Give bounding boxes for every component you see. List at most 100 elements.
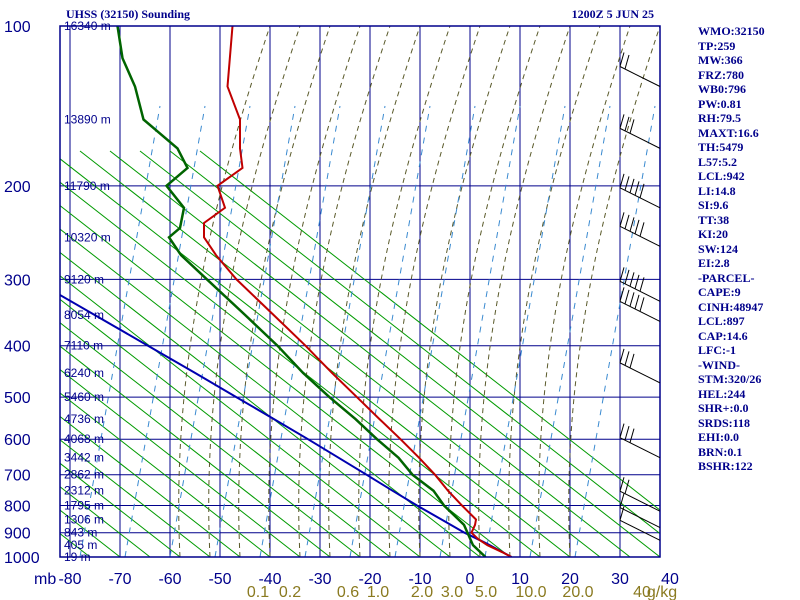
mixing-ratio-line: [484, 105, 566, 557]
height-label: 10320 m: [64, 230, 111, 244]
dewpoint-trace: [116, 26, 487, 557]
height-label: 7110 m: [64, 339, 103, 353]
mixing-ratio-label: 20.0: [562, 584, 593, 600]
height-label: 19 m: [64, 550, 91, 564]
wind-barb: [619, 506, 661, 541]
dry-adiabat: [60, 322, 361, 557]
index-panel: WMO:32150 TP:259 MW:366 FRZ:780 WB0:796 PW:0.…: [698, 24, 798, 474]
index-line: TP:259: [698, 38, 736, 53]
pressure-label: 1000: [4, 550, 40, 567]
wind-barb: [619, 114, 661, 149]
mixing-ratio-line: [259, 105, 341, 557]
moist-adiabat: [568, 26, 660, 557]
mixing-ratio-label: 10.0: [515, 584, 546, 600]
wind-barb: [619, 287, 661, 322]
dry-adiabat: [60, 392, 271, 557]
index-line: RH:79.5: [698, 111, 741, 125]
height-label: 13890 m: [64, 113, 111, 127]
mixing-ratio-line: [304, 105, 386, 557]
index-line: EI:2.8: [698, 256, 730, 270]
temperature-tick-label: 0: [466, 571, 475, 588]
index-line: LCL:942: [698, 169, 745, 183]
dry-adiabat: [169, 150, 660, 535]
mixing-ratio-line: [169, 105, 251, 557]
temperature-tick-label: 10: [511, 571, 529, 588]
pressure-unit-label: mb: [34, 571, 56, 588]
moist-adiabat: [298, 26, 391, 557]
temperature-tick-label: 30: [611, 571, 629, 588]
mixing-ratio-label: 40: [633, 584, 651, 600]
dry-adiabat: [109, 150, 631, 557]
temperature-tick-label: -30: [308, 571, 331, 588]
moist-adiabat: [268, 26, 361, 557]
mixing-ratio-line: [394, 105, 476, 557]
moist-adiabat: [238, 26, 331, 557]
height-label: 11790 m: [64, 179, 110, 193]
dry-adiabat: [139, 150, 660, 557]
index-line: TH:5479: [698, 140, 744, 154]
moist-adiabat: [178, 26, 271, 557]
moist-adiabat: [358, 26, 451, 557]
moist-adiabat: [448, 26, 541, 557]
index-line: SRDS:118: [698, 415, 751, 430]
dry-adiabat: [60, 251, 451, 557]
height-label: 8054 m: [64, 308, 104, 322]
valid-time: 1200Z 5 JUN 25: [572, 7, 654, 21]
height-label: 843 m: [64, 526, 97, 540]
temperature-tick-label: 40: [661, 571, 679, 588]
mixing-ratio-label: 0.2: [279, 584, 301, 600]
parcel-trace: [60, 293, 512, 557]
mixing-ratio-line: [124, 105, 206, 557]
temperature-tick-label: -40: [258, 571, 281, 588]
temperature-tick-label: -10: [408, 571, 431, 588]
index-line: TT:38: [698, 212, 730, 227]
mixing-ratio-label: 0.6: [337, 584, 359, 600]
index-line: SW:124: [698, 241, 739, 256]
index-line: CINH:48947: [698, 299, 764, 314]
mixing-ratio-line: [79, 105, 161, 557]
mixing-ratio-label: 3.0: [441, 584, 463, 600]
mixing-ratio-label: 0.1: [247, 584, 269, 600]
index-line: SHR+:0.0: [698, 401, 749, 415]
moist-adiabat: [328, 26, 421, 557]
dry-adiabat: [60, 275, 421, 557]
height-label: 5460 m: [64, 390, 104, 404]
index-line: BSHR:122: [698, 459, 753, 473]
height-label: 4736 m: [64, 412, 104, 426]
index-line: WB0:796: [698, 82, 746, 96]
index-line: -PARCEL-: [698, 270, 755, 285]
wind-barb: [619, 477, 661, 512]
plot-frame: [59, 25, 661, 558]
mixing-ratio-line: [574, 105, 656, 557]
pressure-label: 600: [4, 432, 31, 449]
moist-adiabat: [538, 26, 631, 557]
wind-barb: [619, 493, 661, 528]
mixing-ratio-label: g/kg: [647, 584, 677, 600]
index-line: WMO:32150: [698, 24, 765, 38]
dry-adiabat: [60, 345, 331, 557]
wind-barb: [619, 173, 661, 209]
index-line: MAXT:16.6: [698, 125, 759, 140]
plot-area: [60, 26, 660, 557]
wind-barb: [619, 212, 661, 247]
wind-barb: [619, 52, 661, 87]
temperature-trace: [203, 26, 512, 557]
dry-adiabat: [79, 150, 601, 557]
mixing-ratio-label: 2.0: [411, 584, 433, 600]
index-line: HEL:244: [698, 386, 746, 401]
moist-adiabat: [508, 26, 601, 557]
wind-barb: [619, 423, 661, 459]
index-line: SI:9.6: [698, 198, 729, 212]
station-title: UHSS (32150) Sounding: [66, 7, 190, 21]
index-line: EHI:0.0: [698, 430, 740, 444]
dry-adiabat: [60, 181, 541, 557]
temperature-tick-label: 20: [561, 571, 579, 588]
wind-barb: [619, 348, 661, 384]
pressure-label: 700: [4, 468, 31, 485]
index-line: LFC:-1: [698, 343, 736, 357]
pressure-label: 300: [4, 272, 31, 289]
pressure-label: 400: [4, 339, 31, 356]
index-line: LI:14.8: [698, 183, 736, 198]
